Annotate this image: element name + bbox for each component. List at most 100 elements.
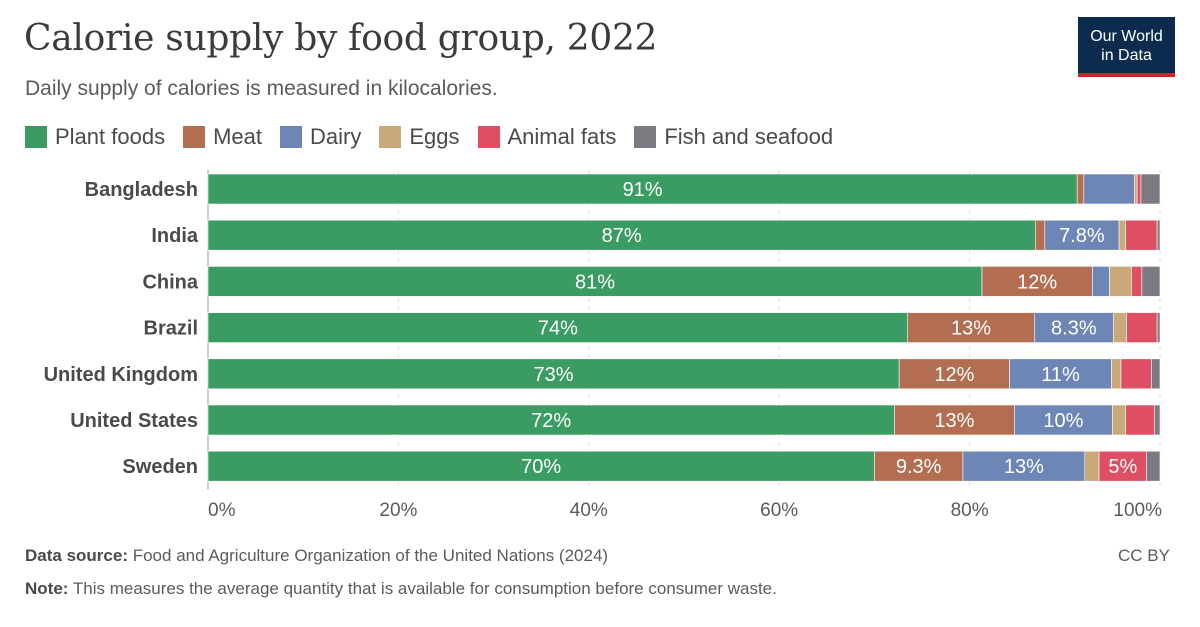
bar-segment [1141, 266, 1161, 297]
data-label: 73% [534, 364, 574, 386]
bar-segment [1118, 219, 1127, 251]
chart-legend: Plant foods Meat Dairy Eggs Animal fats Fish … [25, 124, 851, 150]
bar-segment [207, 312, 909, 343]
chart-subtitle: Daily supply of calories is measured in … [25, 77, 498, 100]
x-tick-label: 80% [951, 500, 989, 521]
logo-line-1: Our World [1090, 28, 1163, 45]
legend-label: Fish and seafood [664, 124, 834, 149]
data-label: 87% [602, 225, 642, 247]
bar-segment [1076, 173, 1085, 205]
bar-segment [1153, 404, 1161, 436]
bar-segment [1084, 450, 1100, 482]
legend-item-dairy[interactable]: Dairy [280, 124, 361, 150]
data-label: 11% [1041, 364, 1080, 386]
bar-segment [1125, 219, 1158, 251]
bar-segment [1133, 173, 1138, 205]
category-label: Bangladesh [85, 179, 198, 201]
data-label: 13% [1004, 456, 1044, 478]
category-label: United Kingdom [44, 364, 198, 386]
x-tick-label: 60% [760, 500, 798, 521]
bar-segment [1034, 219, 1046, 251]
x-tick-label: 0% [208, 500, 236, 521]
bar-segment [1156, 219, 1161, 251]
data-label: 12% [934, 364, 974, 386]
bar-segment [1131, 266, 1143, 297]
bar-segment [894, 404, 1015, 436]
bar-segment [1136, 173, 1142, 205]
bar-segment [1120, 358, 1152, 390]
data-label: 10% [1043, 410, 1083, 432]
bar-segment [207, 173, 1078, 205]
note-label: Note: [25, 579, 69, 598]
logo-line-2: in Data [1101, 47, 1152, 64]
x-tick-label: 40% [570, 500, 608, 521]
legend-item-animal-fats[interactable]: Animal fats [477, 124, 617, 150]
bar-segment [907, 312, 1035, 343]
legend-item-eggs[interactable]: Eggs [379, 124, 460, 150]
legend-label: Animal fats [507, 124, 617, 149]
legend-swatch [477, 126, 500, 148]
bar-segment [962, 450, 1086, 482]
bar-segment [207, 358, 900, 390]
legend-item-plant-foods[interactable]: Plant foods [25, 124, 165, 150]
bar-segment [1151, 358, 1161, 390]
x-tick-label: 20% [379, 500, 417, 521]
data-label: 81% [575, 271, 615, 293]
bar-segment [1113, 312, 1127, 343]
category-label: China [142, 271, 198, 293]
data-label: 13% [934, 410, 974, 432]
chart-note: Note: This measures the average quantity… [25, 579, 777, 599]
bar-segment [1083, 173, 1135, 205]
x-tick-label: 100% [1113, 500, 1162, 521]
data-label: 8.3% [1051, 318, 1097, 340]
bar-segment [1098, 450, 1147, 482]
bar-segment [1140, 173, 1161, 205]
data-label: 70% [521, 456, 561, 478]
bar-segment [1014, 404, 1113, 436]
bar-segment [874, 450, 964, 482]
bar-segment [1109, 266, 1132, 297]
chart-title: Calorie supply by food group, 2022 [24, 18, 658, 59]
legend-label: Eggs [409, 124, 460, 149]
bar-segment [1092, 266, 1110, 297]
category-label: Brazil [144, 318, 198, 340]
data-source-text[interactable]: Food and Agriculture Organization of the… [132, 546, 609, 565]
legend-swatch [634, 126, 657, 148]
legend-label: Plant foods [55, 124, 166, 149]
owid-logo[interactable]: Our World in Data [1078, 17, 1175, 77]
data-label: 12% [1017, 271, 1057, 293]
data-source: Data source: Food and Agriculture Organi… [25, 546, 608, 566]
bar-segment [207, 404, 895, 436]
data-source-label: Data source: [25, 546, 128, 565]
bar-segment [1111, 358, 1122, 390]
legend-swatch [183, 126, 206, 148]
bar-segment [1126, 312, 1158, 343]
license-link[interactable]: CC BY [1118, 546, 1170, 565]
data-label: 72% [531, 410, 571, 432]
category-label: United States [70, 410, 198, 432]
category-label: India [151, 225, 199, 247]
legend-label: Meat [213, 124, 262, 149]
legend-swatch [379, 126, 402, 148]
legend-swatch [25, 126, 47, 148]
legend-item-fish-and-seafood[interactable]: Fish and seafood [634, 124, 833, 150]
stacked-bar-chart: 0% 20% 40% 60% 80% 100% Bangladesh 91% India 87% 7… [44, 170, 1162, 521]
bar-segment [898, 358, 1010, 390]
data-label: 5% [1108, 456, 1137, 478]
bar-segment [207, 219, 1036, 251]
bar-segment [1156, 312, 1161, 343]
data-label: 9.3% [896, 456, 942, 478]
data-label: 74% [538, 318, 578, 340]
bar-segment [981, 266, 1093, 297]
bar-segment [1125, 404, 1155, 436]
legend-item-meat[interactable]: Meat [183, 124, 262, 150]
data-label: 91% [623, 179, 663, 201]
legend-label: Dairy [310, 124, 362, 149]
bar-segment [1044, 219, 1120, 251]
bar-segment [207, 266, 983, 297]
bar-segment [1146, 450, 1161, 482]
note-text: This measures the average quantity that … [72, 579, 777, 598]
bar-segment [1112, 404, 1127, 436]
category-label: Sweden [122, 456, 198, 478]
bar-segment [207, 450, 875, 482]
